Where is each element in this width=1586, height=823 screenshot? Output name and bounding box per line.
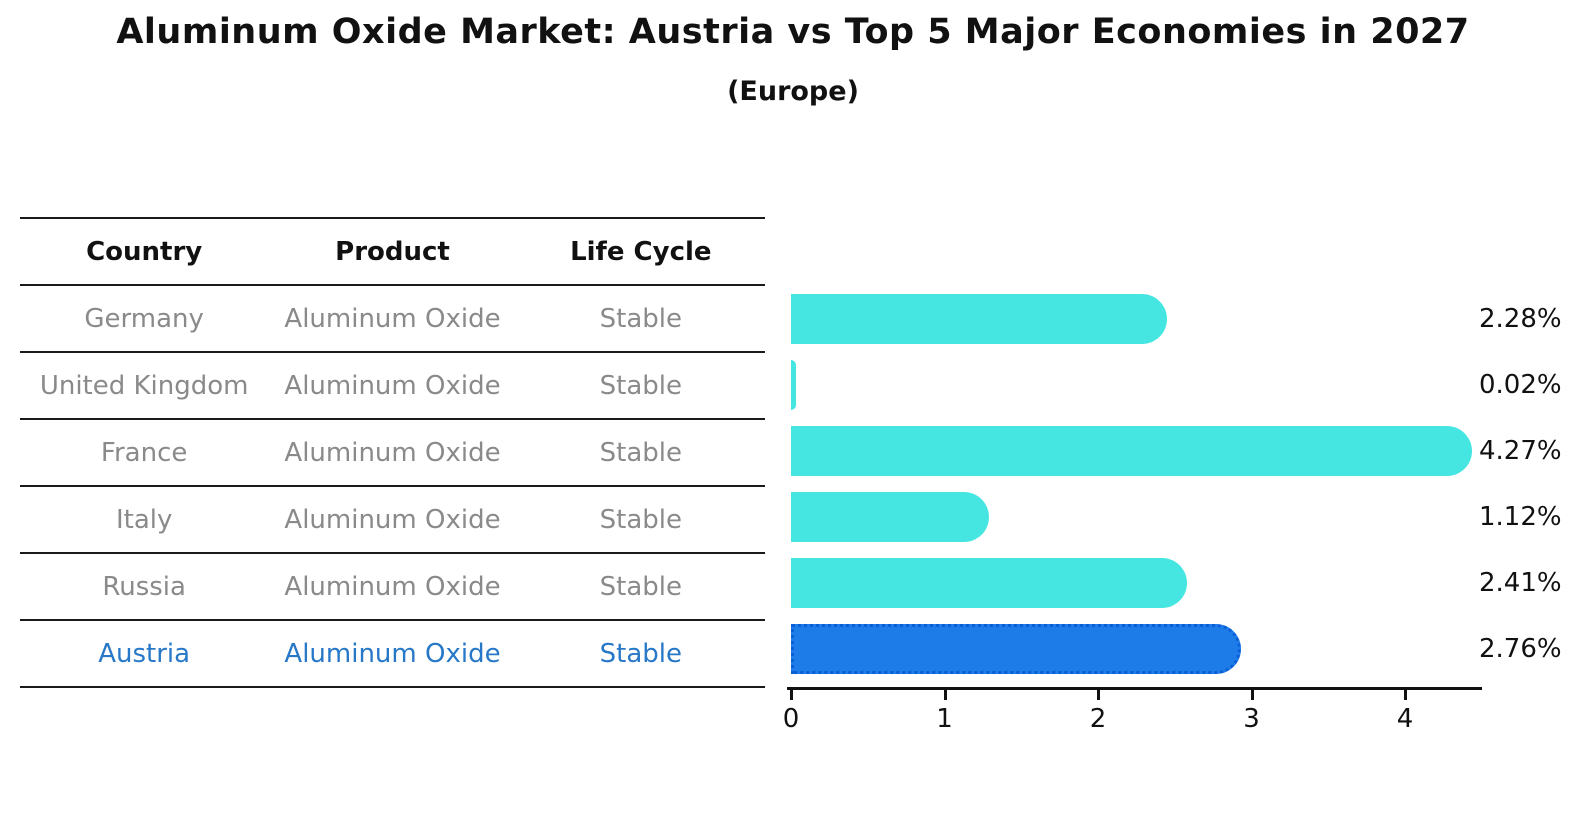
chart-with-table: Country Product Life Cycle Germany Aluminum … [0,217,1586,734]
bar-row-italy [791,484,1574,550]
x-axis-tick-3 [1250,690,1254,700]
table-cell-united-kingdom-life-cycle: Stable [516,353,765,420]
value-label-germany: 2.28% [1479,304,1562,334]
data-table: Country Product Life Cycle Germany Aluminum … [20,217,765,688]
table-cell-france-country: France [20,420,269,487]
value-label-russia: 2.41% [1479,568,1562,598]
table-header-product: Product [268,219,517,286]
bar-row-austria [791,616,1574,682]
page-subtitle: (Europe) [727,76,859,107]
table-cell-austria-life-cycle: Stable [516,621,765,688]
x-axis-tick-label-2: 2 [1089,704,1107,734]
bar-row-russia [791,550,1574,616]
value-labels: 2.28% 0.02% 4.27% 1.12% 2.41% 2.76% [1479,286,1562,682]
table-header-life-cycle: Life Cycle [516,219,765,286]
bar-italy [791,492,989,542]
table-cell-germany-life-cycle: Stable [516,286,765,353]
x-axis-tick-label-0: 0 [782,704,800,734]
table-cell-austria-product: Aluminum Oxide [268,621,517,688]
value-label-italy: 1.12% [1479,502,1562,532]
table-cell-italy-product: Aluminum Oxide [268,487,517,554]
table-cell-germany-product: Aluminum Oxide [268,286,517,353]
value-label-france: 4.27% [1479,436,1562,466]
bar-row-germany [791,286,1574,352]
table-cell-russia-life-cycle: Stable [516,554,765,621]
table-cell-russia-product: Aluminum Oxide [268,554,517,621]
table-cell-germany-country: Germany [20,286,269,353]
x-axis-tick-2 [1097,690,1100,700]
table-header-country: Country [20,219,269,286]
bar-russia [791,558,1187,608]
bar-austria [791,624,1241,674]
page-title: Aluminum Oxide Market: Austria vs Top 5 … [116,12,1470,52]
table-cell-italy-country: Italy [20,487,269,554]
x-axis-tick-4 [1404,690,1407,700]
bar-united-kingdom [791,360,797,410]
value-label-united-kingdom: 0.02% [1479,370,1562,400]
table-cell-united-kingdom-country: United Kingdom [20,353,269,420]
table-cell-united-kingdom-product: Aluminum Oxide [268,353,517,420]
x-axis-tick-1 [943,690,947,700]
table-cell-russia-country: Russia [20,554,269,621]
table-cell-italy-life-cycle: Stable [516,487,765,554]
table-cell-france-product: Aluminum Oxide [268,420,517,487]
bar-germany [791,294,1167,344]
x-axis-tick-label-3: 3 [1243,704,1260,734]
bar-chart: 2.28% 0.02% 4.27% 1.12% 2.41% 2.76% 0 1 2 3 4 [783,217,1574,734]
bar-row-united-kingdom [791,352,1574,418]
x-axis-tick-label-1: 1 [936,704,953,734]
bar-france [791,426,1473,476]
value-label-austria: 2.76% [1479,634,1562,664]
table-cell-austria-country: Austria [20,621,269,688]
x-axis-tick-label-4: 4 [1396,704,1414,734]
bar-row-france [791,418,1574,484]
x-axis-line [787,687,1482,690]
x-axis-tick-0 [790,690,793,700]
table-cell-france-life-cycle: Stable [516,420,765,487]
bars-container [791,286,1574,682]
